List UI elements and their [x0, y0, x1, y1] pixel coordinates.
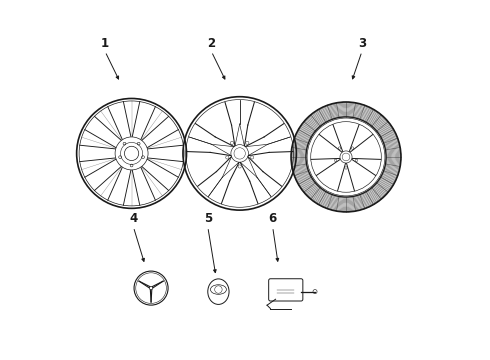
Text: 5: 5	[204, 212, 212, 225]
Text: 2: 2	[207, 37, 216, 50]
Text: 6: 6	[269, 212, 277, 225]
Text: 1: 1	[101, 37, 109, 50]
Text: 3: 3	[358, 37, 366, 50]
Text: 4: 4	[129, 212, 138, 225]
